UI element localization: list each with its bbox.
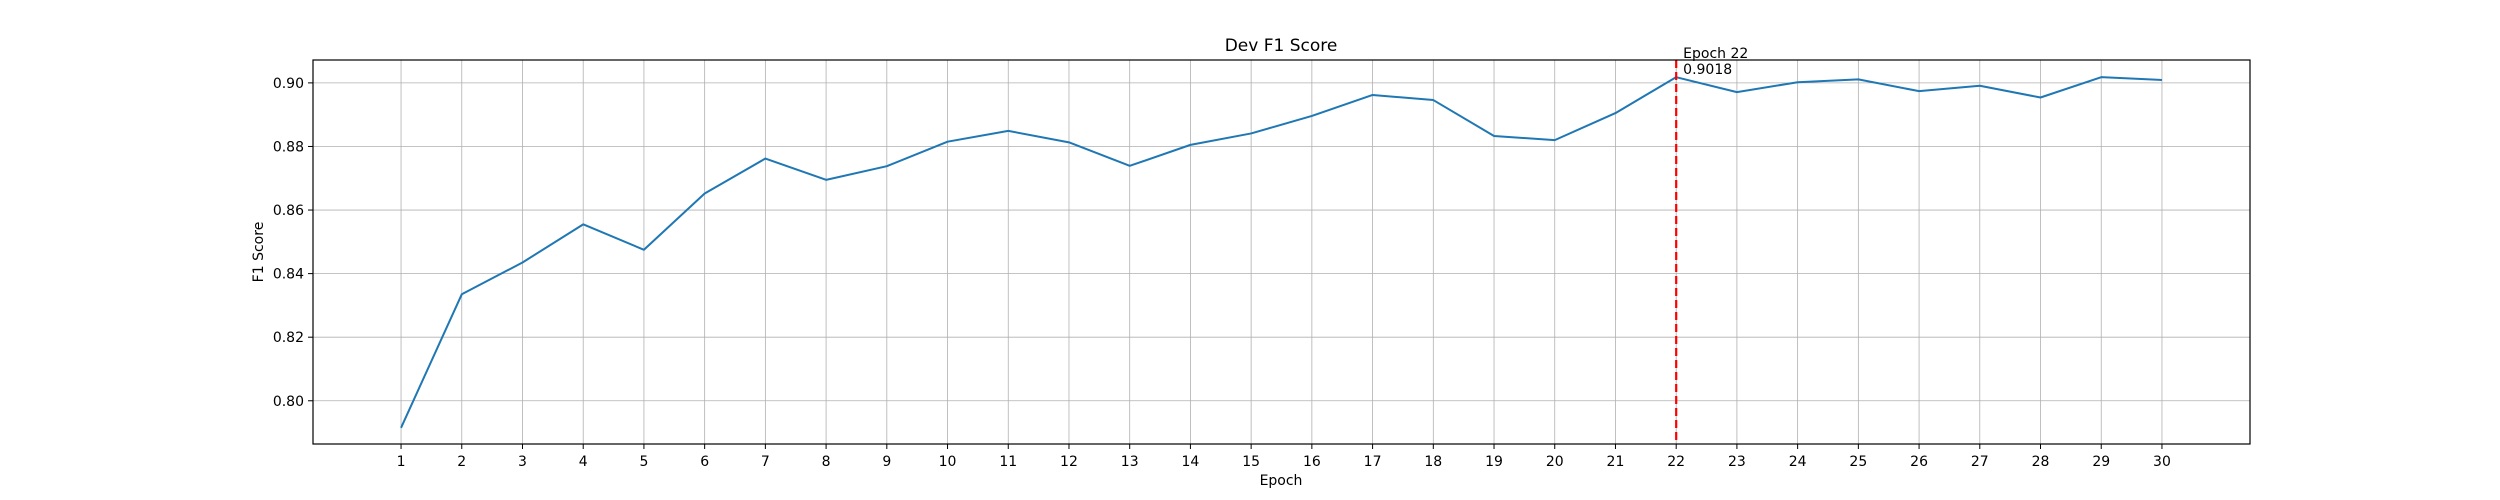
y-tick-label: 0.84 [273, 267, 304, 283]
y-tick-label: 0.90 [273, 76, 304, 92]
x-tick-label: 21 [1607, 454, 1625, 470]
x-tick-label: 2 [457, 454, 466, 470]
x-tick-label: 5 [639, 454, 648, 470]
best-score-label: 0.9018 [1683, 62, 1732, 78]
plot-area-frame [312, 59, 2251, 445]
x-tick-label: 19 [1485, 454, 1503, 470]
grid-lines [313, 60, 2250, 444]
x-tick-label: 24 [1789, 454, 1807, 470]
x-tick-label: 15 [1242, 454, 1260, 470]
best-epoch-label: Epoch 22 [1683, 46, 1748, 62]
x-tick-label: 4 [579, 454, 588, 470]
x-tick-label: 30 [2153, 454, 2171, 470]
x-tick-label: 16 [1303, 454, 1321, 470]
x-tick-label: 7 [761, 454, 770, 470]
x-tick-label: 23 [1728, 454, 1746, 470]
x-tick-label: 18 [1424, 454, 1442, 470]
x-axis: 1 2 3 4 5 6 7 8 9 10 11 12 13 14 15 16 17 18 19 20 21 22 23 24 2… [397, 444, 2171, 470]
y-tick-label: 0.88 [273, 139, 304, 155]
x-tick-label: 9 [882, 454, 891, 470]
x-axis-label: Epoch [1260, 473, 1303, 489]
x-tick-label: 28 [2032, 454, 2050, 470]
x-tick-label: 14 [1182, 454, 1200, 470]
series-line [400, 76, 2163, 429]
x-tick-label: 26 [1910, 454, 1928, 470]
x-tick-label: 10 [939, 454, 957, 470]
x-tick-label: 13 [1121, 454, 1139, 470]
series-layer [400, 76, 2163, 429]
y-tick-label: 0.80 [273, 394, 304, 410]
y-tick-label: 0.86 [273, 203, 304, 219]
x-tick-label: 8 [822, 454, 831, 470]
x-tick-label: 25 [1849, 454, 1867, 470]
x-tick-label: 12 [1060, 454, 1078, 470]
x-tick-label: 27 [1971, 454, 1989, 470]
x-tick-label: 22 [1667, 454, 1685, 470]
x-tick-label: 6 [700, 454, 709, 470]
y-axis-label: F1 Score [251, 222, 267, 283]
x-tick-label: 11 [999, 454, 1017, 470]
x-tick-label: 29 [2092, 454, 2110, 470]
y-axis: 0.80 0.82 0.84 0.86 0.88 0.90 [273, 76, 313, 410]
x-tick-label: 20 [1546, 454, 1564, 470]
x-tick-label: 1 [397, 454, 406, 470]
annotation-layer: Epoch 220.9018 [1675, 46, 1748, 444]
y-tick-label: 0.82 [273, 330, 304, 346]
chart-title: Dev F1 Score [1225, 36, 1338, 56]
x-tick-label: 3 [518, 454, 527, 470]
x-tick-label: 17 [1364, 454, 1382, 470]
